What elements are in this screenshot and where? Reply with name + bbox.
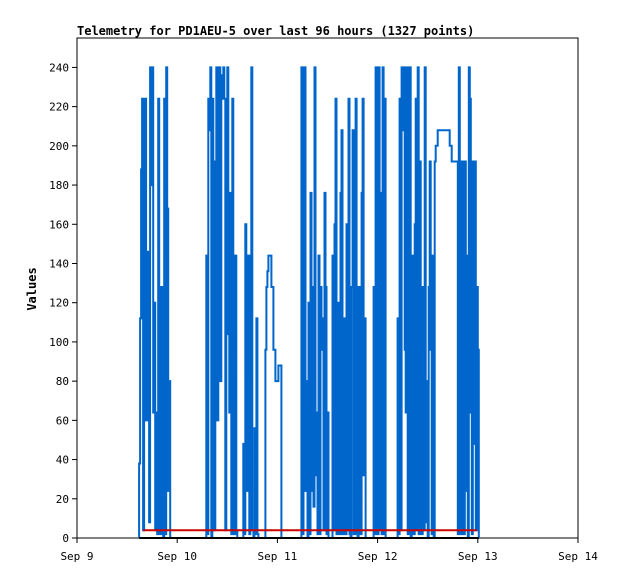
series-group: [138, 66, 480, 539]
x-tick-label: Sep 12: [358, 550, 398, 563]
y-tick-label: 200: [49, 140, 69, 153]
y-tick-label: 20: [56, 493, 69, 506]
y-tick-label: 160: [49, 218, 69, 231]
y-tick-label: 60: [56, 414, 69, 427]
x-tick-label: Sep 11: [258, 550, 298, 563]
x-tick-label: Sep 14: [558, 550, 598, 563]
y-tick-label: 180: [49, 179, 69, 192]
series-line-0: [138, 66, 480, 539]
y-tick-label: 40: [56, 454, 69, 467]
chart-title: Telemetry for PD1AEU-5 over last 96 hour…: [77, 24, 474, 38]
y-axis-label: Values: [25, 267, 39, 310]
y-tick-label: 100: [49, 336, 69, 349]
y-tick-label: 80: [56, 375, 69, 388]
x-tick-label: Sep 13: [458, 550, 498, 563]
y-tick-label: 240: [49, 61, 69, 74]
x-axis: Sep 9 Sep 10 Sep 11 Sep 12 Sep 13 Sep 14: [60, 538, 598, 563]
y-axis: 0 20 40 60 80 100 120 140 160 180 200 220 240: [49, 61, 77, 545]
y-tick-label: 120: [49, 297, 69, 310]
y-tick-label: 220: [49, 101, 69, 114]
x-tick-label: Sep 10: [157, 550, 197, 563]
y-tick-label: 0: [62, 532, 69, 545]
y-tick-label: 140: [49, 257, 69, 270]
x-tick-label: Sep 9: [60, 550, 93, 563]
